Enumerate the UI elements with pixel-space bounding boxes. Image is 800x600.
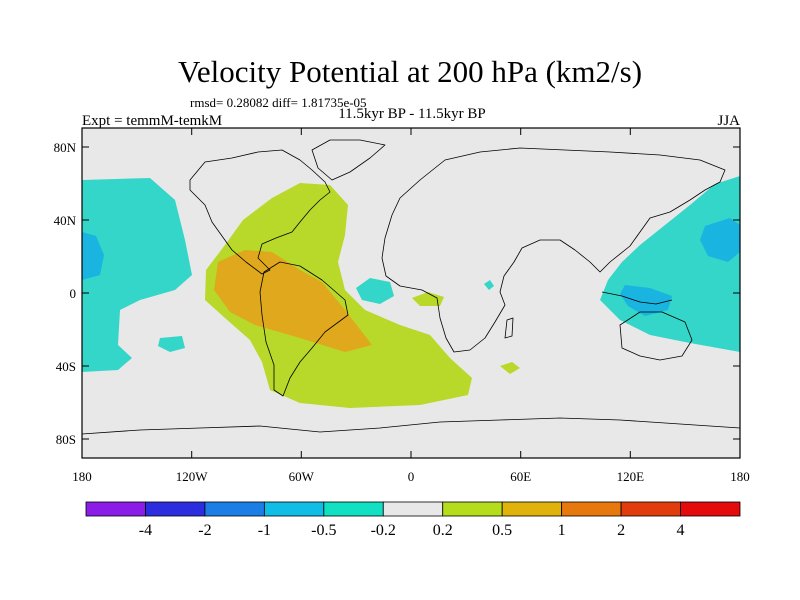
contour-fields xyxy=(82,176,740,408)
coastlines xyxy=(82,139,740,435)
colorbar-label: 2 xyxy=(617,522,625,539)
map-frame xyxy=(81,127,741,459)
map-title: Velocity Potential at 200 hPa (km2/s) xyxy=(178,54,642,89)
axis-ticks xyxy=(82,128,740,458)
lon-tick-label: 60E xyxy=(510,469,531,484)
colorbar-labels: -4 -2 -1 -0.5 -0.2 0.2 0.5 1 2 4 xyxy=(139,522,685,539)
lon-tick-label: 0 xyxy=(408,469,415,484)
colorbar-swatch xyxy=(263,501,325,517)
lat-tick-label: 40N xyxy=(54,213,77,228)
lat-tick-label: 80S xyxy=(56,432,76,447)
contour-yellowgreen-south-atlantic xyxy=(500,362,520,374)
colorbar-swatch xyxy=(620,501,681,517)
lat-tick-label: 40S xyxy=(56,359,76,374)
longitude-labels: 180 120W 60W 0 60E 120E 180 xyxy=(72,469,750,484)
map-panel xyxy=(82,128,740,458)
contour-blue-maritime xyxy=(620,285,672,316)
contour-teal-west-africa xyxy=(356,278,394,304)
lat-tick-label: 80N xyxy=(54,140,77,155)
contour-blue-east-pacific xyxy=(82,232,104,280)
contour-yellowgreen-americas xyxy=(205,183,472,408)
colorbar-label: 4 xyxy=(677,522,685,539)
experiment-label: Expt = temmM-temkM xyxy=(82,113,222,129)
colorbar-swatch xyxy=(501,501,563,517)
coastline-indonesia xyxy=(601,291,673,305)
latitude-labels: 80N 40N 0 40S 80S xyxy=(54,140,77,447)
colorbar-swatch xyxy=(85,501,146,517)
contour-yellowgreen-gulf-guinea xyxy=(412,292,444,306)
colorbar-label: -0.2 xyxy=(371,522,396,539)
colorbar-label: -4 xyxy=(139,522,152,539)
coastline-south-america xyxy=(259,261,349,397)
coastline-madagascar xyxy=(504,317,514,339)
contour-teal-south-pacific xyxy=(158,336,185,352)
lon-tick-label: 120E xyxy=(617,469,645,484)
colorbar-swatch xyxy=(382,501,444,517)
colorbar-swatch xyxy=(204,501,265,517)
lat-tick-label: 0 xyxy=(70,286,77,301)
colorbar-swatch xyxy=(442,501,503,517)
period-label: 11.5kyr BP - 11.5kyr BP xyxy=(338,106,486,122)
colorbar-swatch xyxy=(561,501,622,517)
coastline-antarctica xyxy=(82,417,740,435)
lon-tick-label: 120W xyxy=(176,469,209,484)
colorbar xyxy=(85,501,741,517)
colorbar-label: -2 xyxy=(198,522,211,539)
colorbar-label: 1 xyxy=(558,522,566,539)
colorbar-swatch xyxy=(145,501,206,517)
colorbar-label: -1 xyxy=(258,522,271,539)
lon-tick-label: 180 xyxy=(72,469,92,484)
contour-teal-equatorial-africa xyxy=(484,280,494,290)
coastline-greenland xyxy=(311,139,386,181)
coastline-australia xyxy=(619,311,693,361)
coastline-north-america xyxy=(189,149,331,275)
colorbar-label: -0.5 xyxy=(311,522,336,539)
contour-blue-north-pacific xyxy=(700,218,740,262)
lon-tick-label: 60W xyxy=(289,469,315,484)
stats-label: rmsd= 0.28082 diff= 1.81735e-05 xyxy=(190,95,367,110)
colorbar-label: 0.2 xyxy=(433,522,453,539)
colorbar-label: 0.5 xyxy=(492,522,512,539)
colorbar-swatch xyxy=(680,501,741,517)
colorbar-swatch xyxy=(323,501,384,517)
lon-tick-label: 180 xyxy=(730,469,750,484)
season-label: JJA xyxy=(717,113,740,129)
coastline-eurasia-africa xyxy=(381,147,726,353)
contour-teal-east-pacific xyxy=(82,178,192,372)
